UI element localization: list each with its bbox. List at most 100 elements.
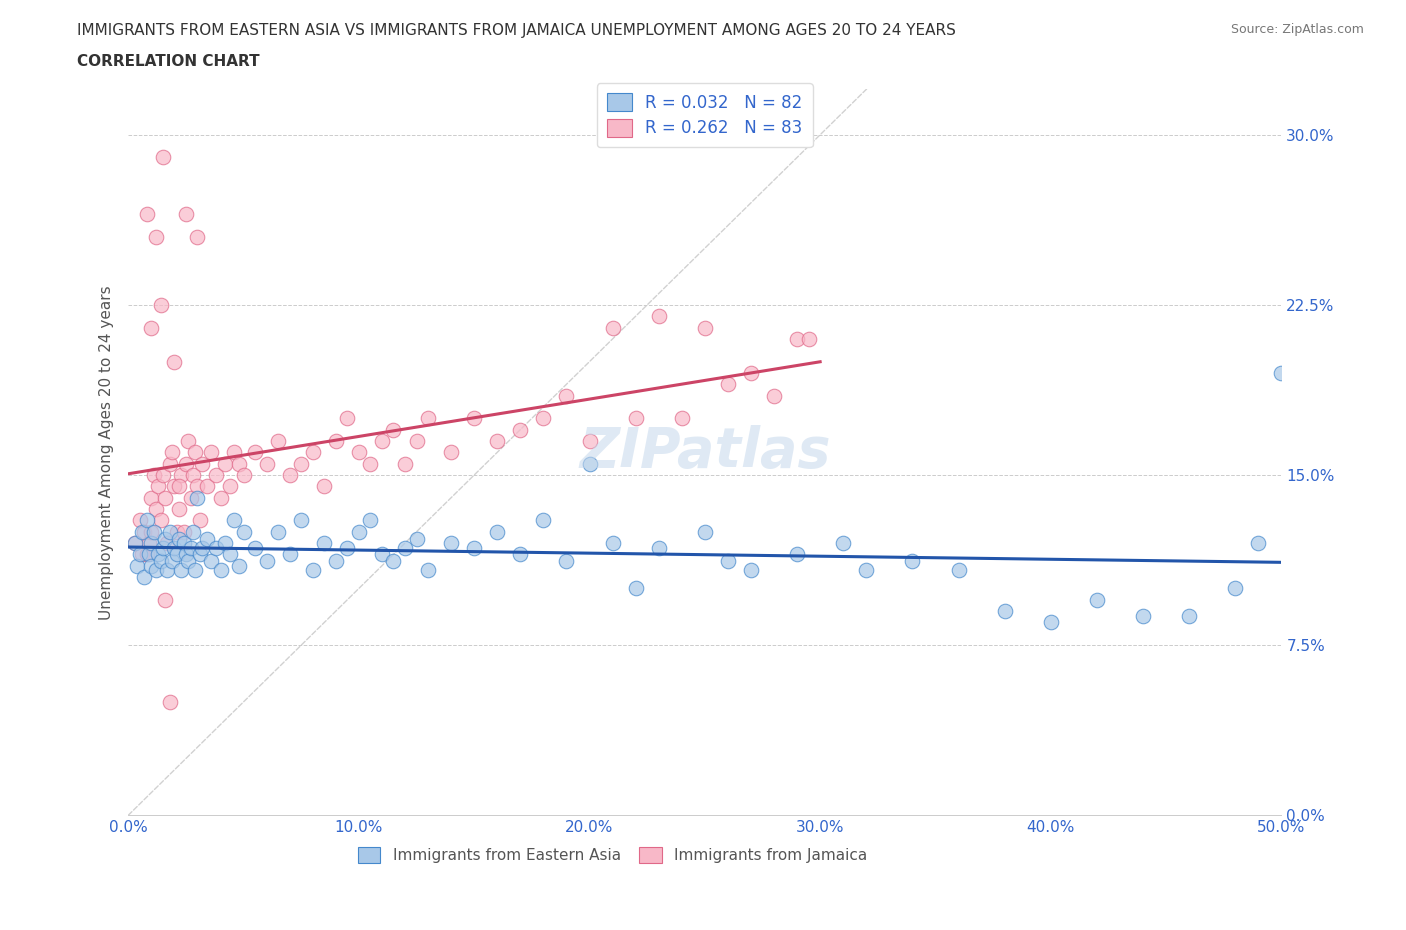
Point (173, 536, 195, 551)
Point (224, 445, 246, 459)
Point (186, 479, 208, 494)
Point (693, 525, 716, 539)
Point (167, 531, 190, 546)
Legend: Immigrants from Eastern Asia, Immigrants from Jamaica: Immigrants from Eastern Asia, Immigrants… (352, 841, 873, 870)
Point (141, 490, 163, 505)
Point (405, 531, 427, 546)
Point (243, 445, 266, 459)
Point (405, 433, 427, 448)
Point (786, 547, 808, 562)
Point (336, 411, 359, 426)
Point (647, 540, 669, 555)
Point (142, 525, 165, 539)
Point (131, 547, 153, 562)
Point (156, 563, 179, 578)
Point (159, 457, 181, 472)
Point (186, 230, 208, 245)
Point (347, 445, 370, 459)
Point (174, 206, 197, 221)
Point (855, 563, 877, 578)
Point (152, 150, 174, 165)
Point (218, 547, 240, 562)
Point (152, 540, 174, 555)
Point (180, 490, 202, 505)
Point (184, 563, 207, 578)
Point (167, 501, 190, 516)
Point (416, 411, 439, 426)
Text: IMMIGRANTS FROM EASTERN ASIA VS IMMIGRANTS FROM JAMAICA UNEMPLOYMENT AMONG AGES : IMMIGRANTS FROM EASTERN ASIA VS IMMIGRAN… (77, 23, 956, 38)
Point (531, 411, 554, 426)
Point (141, 320, 163, 335)
Point (177, 433, 200, 448)
Point (186, 490, 208, 505)
Point (763, 388, 786, 403)
Point (145, 563, 167, 578)
Point (205, 468, 228, 483)
Point (382, 422, 405, 437)
Point (128, 547, 150, 562)
Point (152, 468, 174, 483)
Point (148, 547, 170, 562)
Point (170, 563, 193, 578)
Point (214, 457, 236, 472)
Point (195, 531, 218, 546)
Point (205, 540, 228, 555)
Point (153, 490, 176, 505)
Point (1178, 608, 1201, 623)
Point (671, 411, 693, 426)
Point (416, 563, 439, 578)
Point (149, 513, 172, 528)
Point (463, 411, 485, 426)
Text: Source: ZipAtlas.com: Source: ZipAtlas.com (1230, 23, 1364, 36)
Point (141, 558, 163, 573)
Point (717, 553, 740, 568)
Point (200, 445, 222, 459)
Point (124, 536, 146, 551)
Point (602, 320, 624, 335)
Point (267, 525, 290, 539)
Point (135, 206, 157, 221)
Point (278, 547, 301, 562)
Point (717, 377, 740, 392)
Point (1132, 608, 1154, 623)
Point (141, 525, 163, 539)
Point (555, 553, 578, 568)
Point (1225, 581, 1247, 596)
Point (166, 525, 188, 539)
Point (325, 433, 347, 448)
Point (371, 547, 394, 562)
Point (578, 457, 600, 472)
Point (1085, 592, 1108, 607)
Point (1039, 615, 1062, 630)
Point (359, 457, 381, 472)
Point (290, 457, 312, 472)
Point (382, 553, 405, 568)
Point (256, 553, 278, 568)
Point (624, 411, 647, 426)
Point (290, 513, 312, 528)
Point (159, 525, 181, 539)
Point (166, 547, 188, 562)
Point (188, 547, 211, 562)
Point (832, 536, 855, 551)
Point (163, 479, 186, 494)
Point (142, 468, 165, 483)
Point (256, 457, 278, 472)
Point (160, 553, 183, 568)
Point (1270, 365, 1292, 380)
Point (314, 479, 336, 494)
Point (1247, 536, 1270, 551)
Point (209, 490, 232, 505)
Point (624, 581, 647, 596)
Point (314, 536, 336, 551)
Point (181, 525, 204, 539)
Point (128, 513, 150, 528)
Point (243, 540, 266, 555)
Y-axis label: Unemployment Among Ages 20 to 24 years: Unemployment Among Ages 20 to 24 years (100, 285, 114, 619)
Point (347, 525, 370, 539)
Point (486, 433, 509, 448)
Point (141, 536, 163, 551)
Point (191, 457, 214, 472)
Point (301, 563, 323, 578)
Point (218, 479, 240, 494)
